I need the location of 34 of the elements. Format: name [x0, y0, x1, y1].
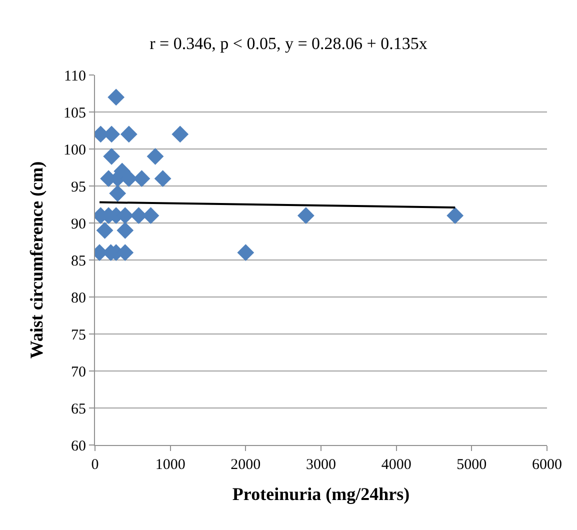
point: [109, 184, 126, 202]
x-tick-label: 6000: [532, 457, 562, 473]
x-tick-label: 0: [91, 457, 99, 473]
y-tick-label: 85: [71, 253, 86, 270]
x-tick-label: 5000: [456, 457, 487, 473]
y-tick-label: 90: [71, 216, 86, 232]
point: [172, 126, 189, 143]
y-tick-label: 105: [64, 105, 86, 122]
point: [96, 222, 114, 239]
chart-title: r = 0.346, p < 0.05, y = 0.28.06 + 0.135x: [150, 34, 428, 53]
point: [133, 170, 150, 188]
point: [120, 126, 138, 143]
x-tick-label: 1000: [155, 457, 186, 473]
point: [108, 88, 125, 106]
x-tick-label: 2000: [230, 457, 261, 473]
x-tick-label: 3000: [306, 457, 336, 473]
y-tick-label: 100: [64, 142, 86, 158]
y-tick-label: 80: [71, 290, 86, 306]
point: [237, 244, 254, 262]
point: [154, 170, 172, 188]
y-tick-label: 95: [71, 179, 86, 196]
y-tick-label: 110: [64, 68, 86, 84]
y-tick-label: 65: [71, 401, 86, 418]
point: [116, 222, 134, 239]
point: [446, 207, 464, 224]
point: [297, 207, 314, 224]
y-tick-label: 60: [71, 438, 86, 454]
point: [146, 148, 164, 165]
point: [103, 148, 120, 165]
y-tick-label: 75: [71, 327, 86, 344]
x-axis-title: Proteinuria (mg/24hrs): [232, 484, 410, 504]
x-tick-label: 4000: [381, 457, 412, 473]
y-axis-title: Waist circumference (cm): [26, 161, 47, 359]
y-tick-label: 70: [71, 364, 86, 380]
